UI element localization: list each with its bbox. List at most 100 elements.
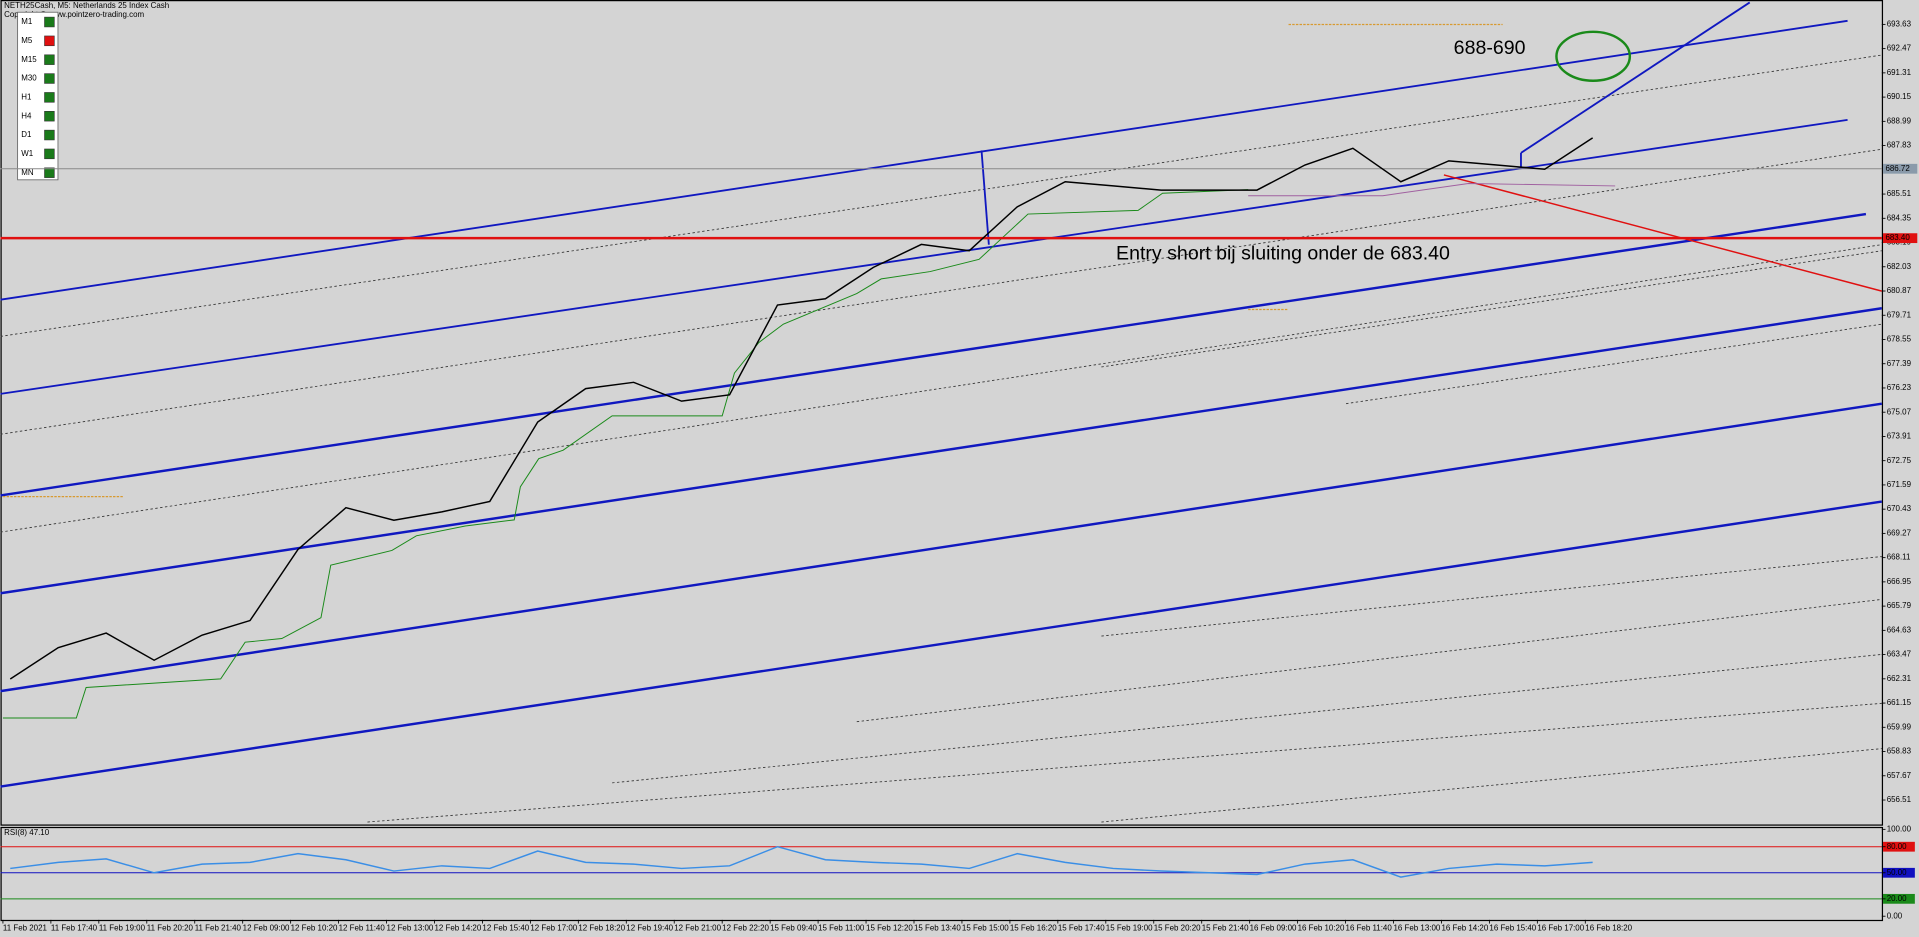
x-tick-label: 16 Feb 10:20 bbox=[1298, 924, 1345, 933]
timeframe-label: H4 bbox=[21, 111, 32, 120]
y-tick-label: 670.43 bbox=[1887, 504, 1912, 513]
dotted-line bbox=[367, 702, 1882, 823]
rsi-level-tag bbox=[1883, 893, 1915, 904]
y-tick-label: 677.39 bbox=[1887, 359, 1912, 368]
chart-copyright: Copyright © www.pointzero-trading.com bbox=[4, 10, 144, 19]
trailing-stop bbox=[1248, 182, 1616, 197]
rsi-y-tick-label: 0.00 bbox=[1887, 911, 1903, 920]
x-tick-label: 16 Feb 14:20 bbox=[1441, 924, 1488, 933]
x-tick-label: 12 Feb 15:40 bbox=[482, 924, 529, 933]
x-tick-label: 16 Feb 18:20 bbox=[1585, 924, 1632, 933]
x-tick-label: 11 Feb 2021 bbox=[3, 924, 48, 933]
timeframe-status bbox=[44, 167, 55, 178]
rsi-y-tick-label: 100.00 bbox=[1887, 824, 1912, 833]
timeframe-status bbox=[44, 111, 55, 122]
timeframe-status bbox=[44, 54, 55, 65]
rsi-title: RSI(8) 47.10 bbox=[4, 828, 50, 837]
y-tick-label: 693.63 bbox=[1887, 19, 1912, 28]
y-tick-label: 675.07 bbox=[1887, 407, 1912, 416]
timeframe-label: M5 bbox=[21, 36, 33, 45]
target-ellipse bbox=[1555, 30, 1632, 82]
timeframe-status bbox=[44, 92, 55, 103]
dotted-lines bbox=[0, 54, 1882, 823]
y-tick-label: 671.59 bbox=[1887, 480, 1912, 489]
rsi-level-tag bbox=[1883, 867, 1915, 878]
x-tick-label: 12 Feb 13:00 bbox=[387, 924, 434, 933]
x-tick-label: 12 Feb 14:20 bbox=[434, 924, 481, 933]
timeframe-label: H1 bbox=[21, 92, 32, 101]
rsi-y-tick-label: 20.00 bbox=[1887, 894, 1907, 903]
dotted-line bbox=[1345, 323, 1882, 405]
x-tick-label: 15 Feb 15:00 bbox=[962, 924, 1009, 933]
x-tick-label: 16 Feb 13:00 bbox=[1394, 924, 1441, 933]
x-tick-label: 11 Feb 17:40 bbox=[51, 924, 98, 933]
level-tag bbox=[1883, 233, 1918, 244]
x-tick-label: 12 Feb 18:20 bbox=[578, 924, 625, 933]
x-tick-label: 15 Feb 21:40 bbox=[1202, 924, 1249, 933]
timeframe-status bbox=[44, 148, 55, 160]
y-tick-label: 663.47 bbox=[1887, 650, 1912, 659]
dotted-line bbox=[1101, 556, 1882, 637]
timeframe-label: MN bbox=[21, 168, 34, 177]
main-frame bbox=[0, 0, 1884, 826]
x-tick-label: 15 Feb 09:40 bbox=[770, 924, 817, 933]
y-tick-label: 656.51 bbox=[1887, 795, 1912, 804]
y-tick-label: 679.71 bbox=[1887, 310, 1912, 319]
timeframe-label: W1 bbox=[21, 149, 33, 158]
channel-line bbox=[0, 402, 1883, 693]
y-tick-label: 687.83 bbox=[1887, 141, 1912, 150]
chart-header: NETH25Cash, M5: Netherlands 25 Index Cas… bbox=[4, 1, 169, 10]
x-tick-label: 12 Feb 11:40 bbox=[339, 924, 386, 933]
x-tick-label: 16 Feb 09:00 bbox=[1250, 924, 1297, 933]
dotted-line bbox=[1101, 250, 1882, 368]
price-line bbox=[9, 137, 1594, 680]
channel-line bbox=[0, 118, 1848, 395]
x-tick-label: 12 Feb 21:00 bbox=[674, 924, 721, 933]
x-tick-label: 15 Feb 12:20 bbox=[866, 924, 913, 933]
x-tick-label: 16 Feb 17:00 bbox=[1537, 924, 1584, 933]
channel bbox=[0, 1, 1883, 823]
x-tick-label: 12 Feb 10:20 bbox=[291, 924, 338, 933]
dotted-line bbox=[0, 148, 1882, 435]
rsi-frame bbox=[0, 826, 1884, 922]
y-tick-label: 659.99 bbox=[1887, 722, 1912, 731]
timeframe-label: M30 bbox=[21, 74, 37, 83]
y-tick-label: 673.91 bbox=[1887, 432, 1912, 441]
dotted-line bbox=[0, 54, 1882, 337]
y-tick-label: 678.55 bbox=[1887, 335, 1912, 344]
y-tick-label: 665.79 bbox=[1887, 601, 1912, 610]
dotted-line bbox=[612, 654, 1882, 784]
x-tick-label: 12 Feb 17:00 bbox=[530, 924, 577, 933]
y-tick-label: 664.63 bbox=[1887, 625, 1912, 634]
y-tick-label: 661.15 bbox=[1887, 698, 1912, 707]
x-tick-label: 12 Feb 19:40 bbox=[626, 924, 673, 933]
y-tick-label: 672.75 bbox=[1887, 456, 1912, 465]
y-tick-label: 680.87 bbox=[1887, 286, 1912, 295]
last-price-label: 686.72 bbox=[1885, 164, 1910, 173]
x-tick-label: 15 Feb 16:20 bbox=[1010, 924, 1057, 933]
price-line bbox=[10, 845, 1593, 878]
x-tick-label: 15 Feb 17:40 bbox=[1058, 924, 1105, 933]
y-tick-label: 685.51 bbox=[1887, 189, 1912, 198]
timeframe-list: M1 M5 M15 M30 H1 H4 D1 W1 MN bbox=[21, 16, 55, 178]
x-tick-label: 16 Feb 11:40 bbox=[1346, 924, 1393, 933]
level-label: 683.40 bbox=[1885, 233, 1910, 242]
y-tick-label: 668.11 bbox=[1887, 553, 1911, 562]
trend-line bbox=[980, 150, 990, 245]
timeframe-status bbox=[44, 73, 55, 84]
rsi-level-tag bbox=[1883, 841, 1915, 852]
y-tick-label: 684.35 bbox=[1887, 213, 1912, 222]
x-tick-label: 11 Feb 20:20 bbox=[147, 924, 194, 933]
annotation: 688-690 bbox=[1454, 37, 1526, 59]
channel-line bbox=[0, 307, 1883, 595]
x-tick-label: 15 Feb 11:00 bbox=[818, 924, 865, 933]
y-tick-label: 676.23 bbox=[1887, 383, 1912, 392]
y-tick-label: 657.67 bbox=[1887, 771, 1912, 780]
y-tick-label: 690.15 bbox=[1887, 92, 1912, 101]
timeframe-status bbox=[44, 129, 55, 141]
x-tick-label: 11 Feb 21:40 bbox=[195, 924, 242, 933]
channel-line bbox=[0, 212, 1867, 497]
annotation: Entry short bij sluiting onder de 683.40 bbox=[1116, 243, 1450, 265]
